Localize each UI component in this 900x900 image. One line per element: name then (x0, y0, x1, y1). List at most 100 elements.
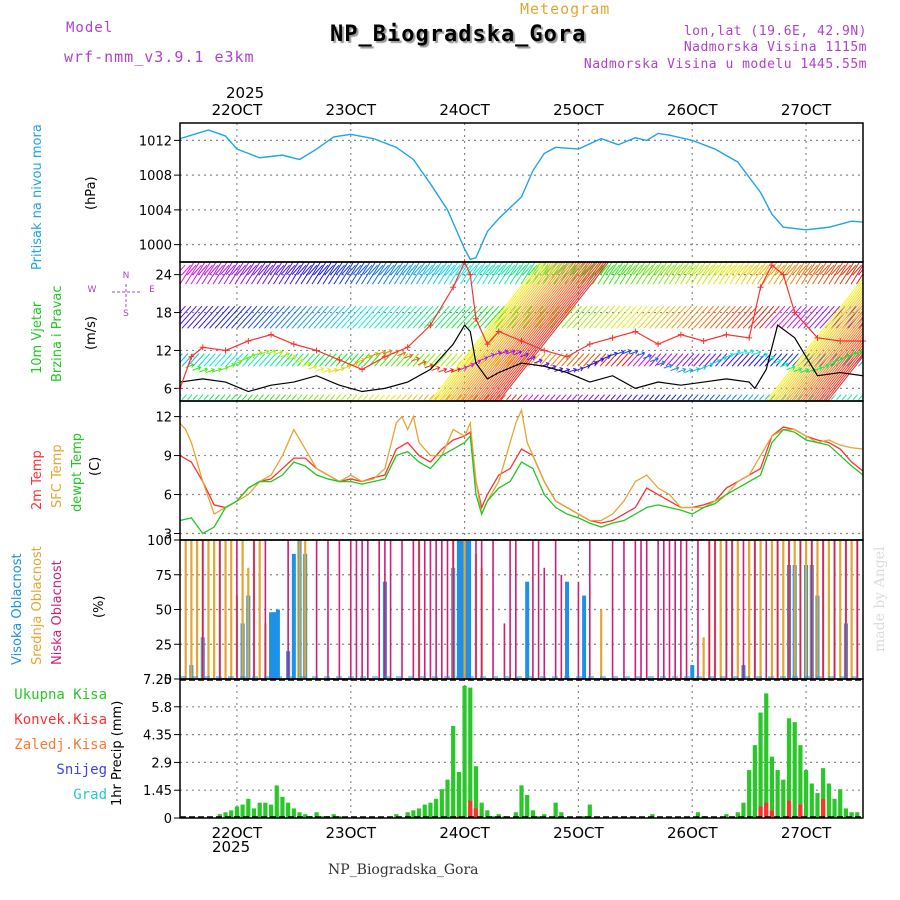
wind-barb (693, 264, 703, 275)
top-date-tick: 24OCT (439, 101, 490, 119)
wind-barb (605, 394, 611, 401)
wind-barb (671, 353, 684, 367)
wind-barb (814, 264, 824, 275)
wind-barb (561, 305, 582, 329)
wind-arrow (212, 367, 222, 373)
wind-barb (430, 262, 541, 401)
wind-barb (852, 264, 862, 275)
wind-barb (383, 262, 398, 285)
wind-barb (528, 394, 534, 401)
precip-bar (405, 812, 410, 818)
wind-barb (652, 262, 668, 285)
wind-barb (434, 262, 546, 401)
wind-barb (737, 353, 750, 367)
wind-barb (390, 353, 403, 367)
wind-barb (396, 305, 417, 329)
precip-bar (331, 814, 336, 818)
cloud-bar (690, 665, 695, 679)
wind-barb (621, 305, 643, 329)
precip-bar (274, 785, 279, 818)
precip-bar (280, 796, 285, 818)
top-date-tick: 26OCT (667, 101, 718, 119)
wind-barb (870, 395, 875, 400)
precip-bar (764, 693, 769, 818)
gust-marker (780, 271, 787, 278)
wind-barb (583, 305, 604, 329)
wind-barb (187, 305, 208, 329)
wind-barb (638, 394, 644, 401)
cloud-bar (827, 540, 830, 679)
cloud-bar (845, 540, 847, 679)
precip-bar (792, 722, 797, 818)
wind-barb (881, 265, 890, 274)
wind-barb (707, 262, 723, 285)
wind-barb (616, 305, 637, 329)
cloud-bar (275, 609, 280, 679)
gust-marker (518, 337, 525, 344)
wind-barb (643, 305, 665, 329)
wind-barb (450, 262, 562, 401)
wind-barb (291, 394, 297, 401)
cloud-bar (833, 540, 836, 679)
gust-marker (450, 284, 457, 291)
wind-barb (461, 262, 573, 401)
wind-barb (451, 353, 464, 367)
wind-barb (698, 305, 720, 329)
wind-barb (214, 305, 236, 329)
cloud-bar (253, 540, 255, 679)
wind-arrow (704, 362, 714, 368)
wind-arrow (670, 366, 680, 372)
wind-barb (762, 262, 778, 285)
wind-barb (726, 353, 739, 367)
wind-barb (473, 305, 494, 329)
cloud-bar (799, 540, 802, 679)
gust-marker (472, 315, 479, 322)
wind-barb (231, 264, 241, 275)
wind-barb (698, 264, 708, 275)
wind-barb (401, 394, 407, 401)
cloud-bar (816, 540, 819, 679)
wind-barb (269, 305, 291, 329)
wind-barb (643, 394, 649, 401)
wind-barb (599, 264, 609, 275)
wind-barb (748, 394, 754, 401)
wind-barb (225, 264, 235, 275)
wind-barb (203, 353, 216, 367)
cloud-bar (190, 540, 193, 679)
cloud-bar (355, 540, 358, 679)
gust-marker (768, 262, 775, 269)
wind-barb (390, 394, 396, 401)
cloud-bar (475, 540, 477, 679)
wind-barb (786, 353, 799, 367)
cloud-bar (822, 540, 824, 679)
gust-marker (484, 341, 491, 348)
wind-barb (786, 264, 796, 275)
wind-barb (839, 262, 855, 285)
wind-barb (308, 353, 321, 367)
wind-barb (696, 262, 712, 285)
bottom-year: 2025 (212, 838, 251, 856)
wind-barb (253, 305, 274, 329)
wind-barb (775, 353, 788, 367)
precip-bar (758, 712, 763, 818)
precip-bar (251, 808, 257, 818)
wind-barb (412, 394, 418, 401)
wind-barb (454, 262, 470, 285)
wind-barb (445, 353, 458, 367)
wind-barb (203, 305, 225, 329)
precip-bar (735, 812, 740, 818)
wind-arrow (328, 367, 338, 373)
wind-barb (236, 394, 242, 401)
precip-bar (479, 802, 484, 818)
precip-bar (815, 793, 820, 818)
wind-barb (742, 394, 748, 401)
wind-barb (462, 305, 483, 329)
wind-barb (286, 264, 296, 275)
wind-barb (275, 264, 285, 275)
wind-barb (385, 353, 398, 367)
wind-barb (813, 338, 863, 401)
wind-barb (597, 262, 613, 285)
wind-barb (605, 305, 626, 329)
wind-barb (229, 262, 244, 285)
wind-arrow (465, 362, 475, 368)
